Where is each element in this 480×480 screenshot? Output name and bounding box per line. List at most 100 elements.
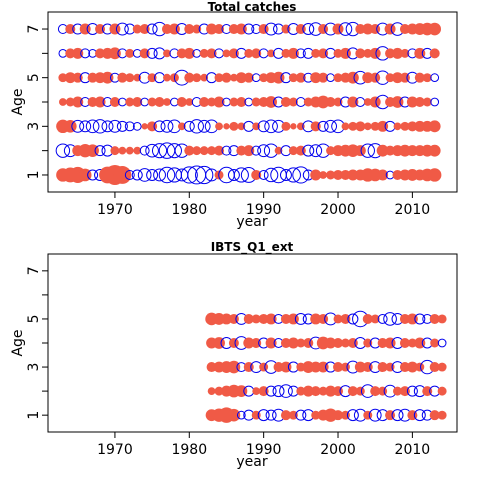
y-tick-label: 3 [26, 363, 42, 372]
bubble-positive [415, 362, 425, 372]
bubble-positive [333, 410, 344, 421]
bubble-negative [263, 167, 279, 183]
bubble-positive [176, 48, 187, 59]
bubble-negative [94, 145, 106, 157]
y-axis-label: Age [10, 329, 26, 356]
bubble-negative [360, 143, 375, 158]
bubble-positive [340, 362, 350, 372]
bubble-positive [363, 48, 373, 58]
bubble-positive [125, 73, 135, 83]
bubble-positive [236, 97, 247, 107]
bubble-positive [362, 23, 374, 35]
bubble-negative [257, 120, 270, 133]
bubble-positive [340, 313, 351, 324]
bubble-positive [280, 97, 291, 107]
bubble-negative [115, 22, 129, 36]
bubble-positive [94, 96, 106, 108]
y-tick-label: 7 [26, 266, 42, 275]
bubble-positive [200, 73, 209, 82]
bubble-positive [109, 97, 120, 107]
bubble-positive [318, 313, 329, 324]
bubble-positive [251, 169, 262, 180]
bubble-positive [147, 97, 157, 107]
bubble-positive [125, 146, 134, 155]
bubble-positive [184, 72, 195, 83]
bubble-positive [132, 24, 142, 34]
bubble-positive [207, 146, 217, 156]
bubble-positive [326, 146, 336, 156]
bubble-positive [302, 385, 314, 397]
bubble-positive [287, 337, 299, 349]
bubble-positive [310, 169, 322, 181]
bubble-positive [429, 362, 440, 373]
bubble-positive [230, 73, 238, 82]
bubble-positive [228, 338, 239, 348]
bubble-negative [430, 97, 440, 107]
bubble-positive [214, 145, 225, 156]
bubble-positive [154, 97, 165, 107]
bubble-negative [189, 119, 204, 134]
bubble-positive [422, 97, 432, 107]
bubble-positive [347, 386, 358, 397]
bubble-positive [333, 169, 344, 180]
bubble-positive [207, 387, 216, 395]
bubble-positive [333, 97, 343, 107]
bubble-positive [414, 97, 425, 107]
bubble-negative [292, 166, 310, 184]
bubble-negative [279, 384, 293, 398]
x-tick-label: 2010 [395, 442, 431, 458]
x-tick-label: 2000 [320, 442, 356, 458]
bubble-positive [310, 386, 321, 397]
bubble-negative [347, 313, 359, 325]
bubble-positive [318, 72, 329, 83]
bubble-positive [377, 338, 388, 348]
bubble-positive [392, 47, 403, 59]
bubble-negative [116, 120, 128, 132]
bubble-positive [384, 23, 396, 35]
bubble-positive [332, 23, 344, 35]
bubble-positive [288, 97, 298, 107]
bubble-negative [92, 119, 108, 134]
bubble-negative [302, 144, 315, 157]
bubble-negative [153, 168, 166, 182]
bubble-positive [341, 122, 350, 131]
bubble-negative [338, 22, 353, 36]
bubble-positive [399, 338, 410, 348]
bubble-positive [296, 386, 306, 396]
bubble-positive [428, 144, 441, 157]
bubble-negative [146, 23, 158, 35]
panel-ibts-q1-ext: IBTS_Q1_ext 1970 1980 1990 2000 2010 1 3 5 7 ye… [10, 240, 458, 470]
bubble-negative [251, 145, 262, 156]
bubble-positive [214, 73, 224, 83]
bubble-positive [333, 314, 343, 324]
bubble-positive [369, 96, 381, 108]
panel-title: IBTS_Q1_ext [211, 240, 294, 255]
bubble-negative [430, 73, 440, 83]
bubble-positive [310, 313, 322, 325]
bubble-positive [406, 96, 418, 108]
x-tick-label: 1980 [171, 442, 207, 458]
bubble-marks [55, 21, 442, 185]
bubble-positive [428, 120, 441, 133]
bubble-positive [385, 145, 396, 156]
y-tick-label: 5 [26, 314, 42, 323]
bubble-positive [288, 146, 298, 156]
bubble-positive [58, 73, 68, 83]
bubble-negative [236, 410, 246, 420]
bubble-positive [192, 24, 202, 34]
bubble-positive [393, 122, 402, 131]
bubble-positive [422, 386, 433, 397]
y-axis-label: Age [10, 88, 26, 115]
bubble-positive [117, 72, 128, 83]
bubble-positive [141, 123, 148, 130]
bubble-positive [414, 72, 425, 83]
y-tick-label: 1 [26, 411, 42, 420]
bubble-positive [281, 48, 291, 58]
bubble-positive [393, 386, 402, 396]
bubble-positive [220, 313, 232, 325]
bubble-positive [118, 146, 127, 155]
bubble-positive [251, 48, 262, 59]
bubble-positive [346, 71, 359, 84]
bubble-positive [318, 24, 329, 35]
bubble-positive [318, 48, 329, 59]
